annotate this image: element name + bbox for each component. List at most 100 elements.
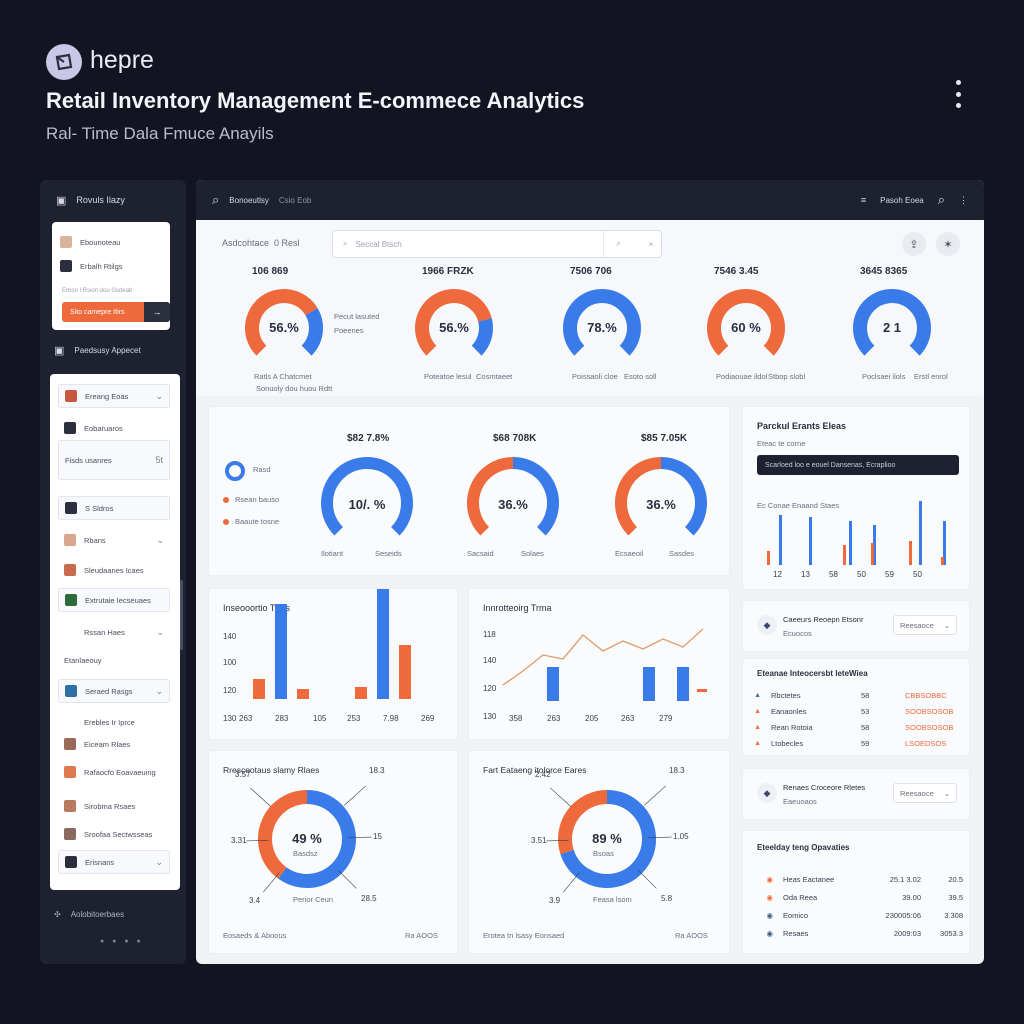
x-tick-label: 263 [239, 714, 253, 723]
sidebar-item[interactable]: Etanlaeouy [58, 648, 170, 672]
item-thumb-icon [64, 828, 76, 840]
sidebar-item[interactable]: Eobaruaros [58, 416, 170, 440]
gauge-fill [415, 289, 492, 356]
list-item[interactable]: ▲ Eanaonles 53 SOOBSOSOB [743, 703, 969, 719]
more-menu-icon[interactable] [950, 80, 966, 108]
sidebar-item[interactable]: Seraed Rasgs ⌄ [58, 679, 170, 703]
gauges-label-text: Asdcohtace [222, 238, 270, 248]
line-chart-panel: Innrotteoirg Trma 118 140 120 130 358 263 205 2… [468, 588, 730, 740]
y-tick-label: 120 [483, 684, 497, 693]
callout-label: 3.4 [249, 896, 261, 905]
sidebar-item[interactable]: Extrutaie Iecseuaes [58, 588, 170, 612]
list-icon[interactable]: ≡ [860, 195, 867, 205]
sidebar-item[interactable]: Erebles Ir Iprce [58, 710, 170, 734]
gauge-foot-right: Stbop slobl [768, 372, 806, 381]
donut-center-value: 49 % [292, 831, 322, 846]
gauge-caption: 7506 706 [570, 266, 612, 277]
mid-legend-item: Rasd [253, 465, 271, 474]
sidebar-card-row-label: Erbalh Rtilgs [80, 261, 123, 271]
sidebar-item[interactable]: Rbans ⌄ [58, 528, 170, 552]
gauge-foot-left: Sacsaid [467, 549, 494, 558]
gauge-foot-right: Esoto soll [624, 372, 657, 381]
sidebar-scrollbar[interactable] [180, 580, 183, 650]
sidebar-item[interactable]: Sroofaa Sectwsseas [58, 822, 170, 846]
sidebar-item[interactable]: Rssan Haes ⌄ [58, 620, 170, 644]
right-card[interactable]: ◆ Caeeurs Reoepn Etsonr Ecuocos Reesaoce ⌄ [742, 600, 970, 652]
card-dropdown[interactable]: Reesaoce ⌄ [893, 783, 957, 803]
card-title: Caeeurs Reoepn Etsonr [783, 615, 864, 624]
callout-label: 18.3 [369, 766, 385, 775]
card-title: Renaes Croceore Rletes [783, 783, 866, 792]
gauge-value: 10/. % [348, 497, 386, 512]
list-item[interactable]: ▲ Rbctetes 58 CBBSOBBC [743, 687, 969, 703]
item-thumb-icon [65, 685, 77, 697]
gauges-label: Asdcohtace 0 Resl [222, 238, 300, 248]
bar [809, 517, 812, 565]
table-row[interactable]: ◉ Resaes 2009:03 3053.3 [743, 925, 969, 941]
right-list-title: Eteanae Inteocersbt leteWiea [757, 669, 868, 678]
donut-chart: 3.57 18.3 15 3.31 28.5 3.4 [231, 766, 385, 905]
list-item[interactable]: ▲ Ltobecles 59 LSOEDSOS [743, 735, 969, 751]
x-tick-label: 358 [509, 714, 523, 723]
gauge-remainder [660, 457, 707, 536]
dropdown-value: Reesaoce [900, 788, 934, 798]
right-panel-banner[interactable]: Scarloed loo e eouel Dansenas, Ecraplioo [757, 455, 959, 475]
donut-footer-right[interactable]: Ra AOOS [675, 931, 708, 940]
right-list-panel: Eteanae Inteocersbt leteWiea ▲ Rbctetes 58… [742, 658, 970, 756]
search-button[interactable]: ⌕ [603, 231, 633, 257]
donut-center-value: 89 % [592, 831, 622, 846]
row-total: 3053.3 [940, 928, 963, 938]
donut-title: Rresceotaus slamy Rlaes [223, 765, 320, 775]
gauge-fill [245, 289, 318, 356]
search-icon[interactable]: ⌕ [937, 192, 945, 207]
table-row[interactable]: ◉ Eomico 230005:06 3.308 [743, 907, 969, 923]
card-dropdown[interactable]: Reesaoce ⌄ [893, 615, 957, 635]
sidebar-card-row-label: Ebounoteau [80, 237, 121, 247]
sidebar-item-label: Rbans [84, 535, 106, 545]
sidebar-item[interactable]: Erisnans ⌄ [58, 850, 170, 874]
gauge-foot-right: Sonuoly dou huou Rdtt [256, 384, 333, 393]
gauge-value: 78.% [587, 320, 617, 335]
sidebar-item[interactable]: Sleudaanes Icaes [58, 558, 170, 582]
list-item[interactable]: ▲ Rean Rotoia 58 SOOBSOSOB [743, 719, 969, 735]
bar [909, 541, 912, 565]
more-icon[interactable]: ⋮ [959, 194, 968, 205]
close-icon[interactable]: × [648, 239, 654, 249]
sidebar-item-label: Ereang Eoas [85, 391, 129, 401]
gauge-fill [707, 289, 785, 356]
brand-logo-icon [46, 44, 82, 80]
search-icon[interactable]: ⌕ [212, 192, 220, 207]
sidebar-footer[interactable]: ✣ Aolobitoerbaes [54, 910, 124, 919]
sidebar-item[interactable]: S Sldros [58, 496, 170, 520]
donut-footer-right[interactable]: Ra AOOS [405, 931, 438, 940]
table-row[interactable]: ◉ Oda Reea 39.00 39.5 [743, 889, 969, 905]
y-tick-label: 130 [223, 714, 237, 723]
sidebar-item[interactable]: Fisds usanres 5t [58, 440, 170, 480]
card-subtitle: Ecuocos [783, 629, 812, 638]
sidebar-item[interactable]: Eiceam Rlaes [58, 732, 170, 756]
sidebar-cta-button[interactable]: Sito camepre Itirs → [62, 302, 170, 322]
topbar-right-label[interactable]: Pasoh Eoea [880, 195, 924, 205]
star-icon[interactable]: ✶ [936, 232, 960, 256]
sidebar-section-label: Paedsusy Appecet [74, 346, 141, 355]
bar [871, 543, 874, 565]
x-tick-label: 105 [313, 714, 327, 723]
sidebar-card-row[interactable]: Erbalh Rtilgs [52, 254, 170, 278]
right-card[interactable]: ◆ Renaes Croceore Rletes Eaeuoaos Reesaoce ⌄ [742, 768, 970, 820]
row-name: Resaes [783, 928, 809, 938]
sidebar-section-title[interactable]: ▣ Paedsusy Appecet [54, 344, 141, 357]
right-bar-chart: 12 13 58 50 59 50 [767, 501, 946, 579]
export-icon[interactable]: ⇪ [902, 232, 926, 256]
chevron-down-icon: ⌄ [156, 626, 164, 637]
sidebar-item[interactable]: Sirobma Rsaes [58, 794, 170, 818]
gauge-caption: 3645 8365 [860, 266, 908, 277]
callout-line [249, 787, 272, 807]
sidebar-card-row[interactable]: Ebounoteau [52, 230, 170, 254]
sidebar-item[interactable]: Ereang Eoas ⌄ [58, 384, 170, 408]
table-row[interactable]: ◉ Heas Eactanee 25.1 3.02 20.5 [743, 871, 969, 887]
donut-footer-left: Erotea tn lsasy Eonsaed [483, 931, 565, 940]
search-input[interactable]: ⌕ Seccal Btsch ⌕ × [332, 230, 662, 258]
sidebar-item[interactable]: Rafaocfo Eoavaeuing [58, 760, 170, 784]
callout-line [637, 869, 657, 889]
list-item-value: 53 [861, 706, 870, 716]
